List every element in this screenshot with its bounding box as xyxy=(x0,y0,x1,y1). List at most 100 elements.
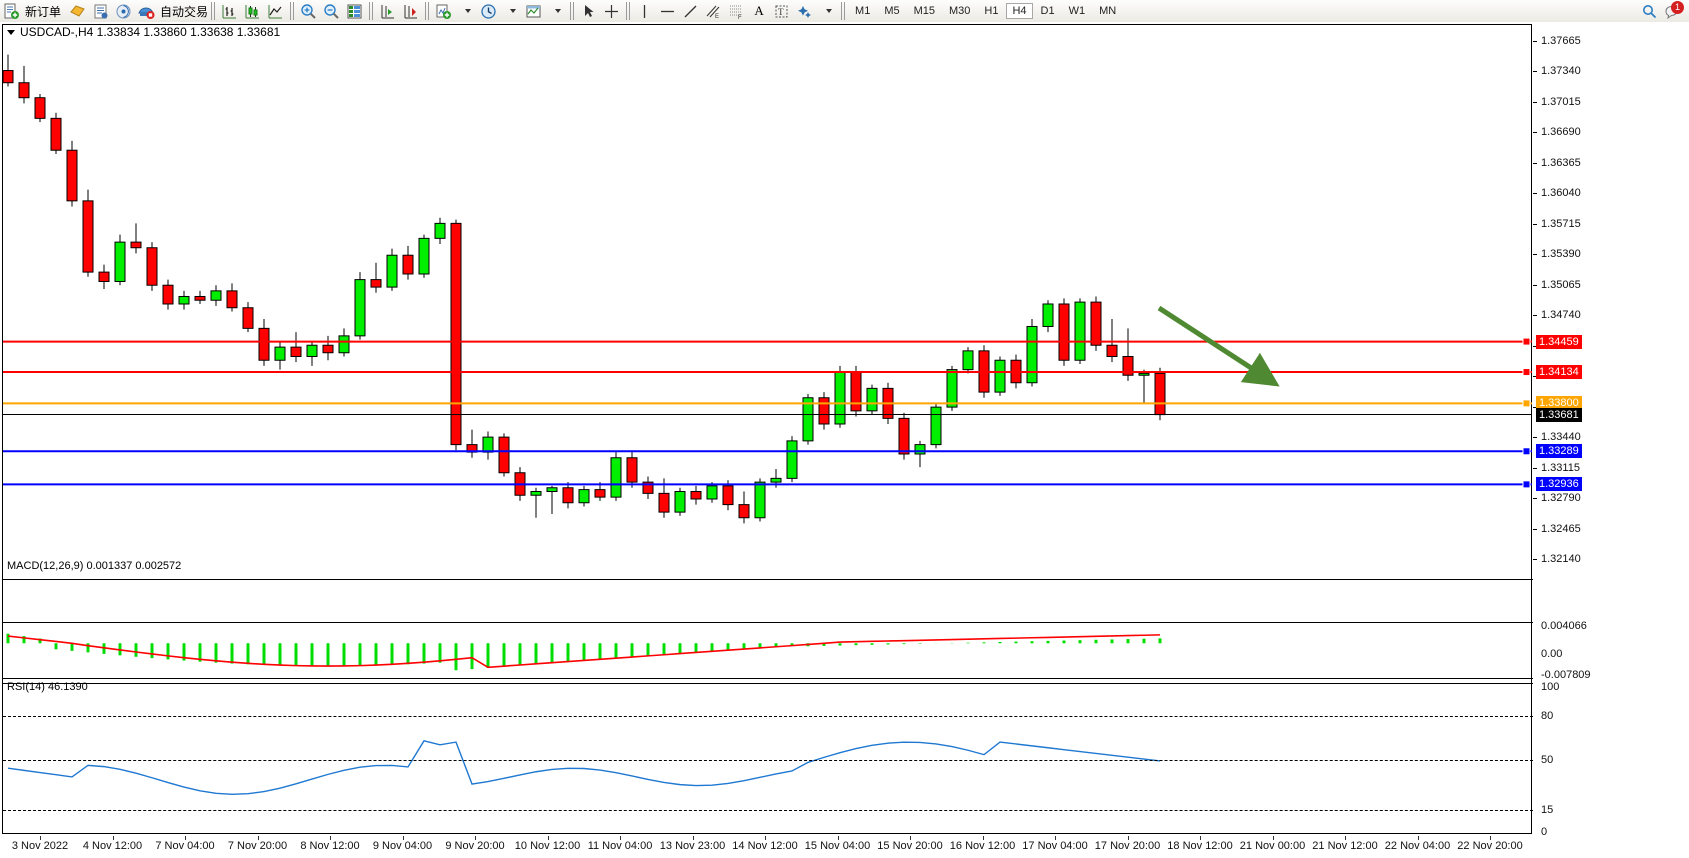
support-level-1[interactable]: 1.33289 xyxy=(1536,444,1582,459)
price-levels-layer xyxy=(3,337,1532,489)
data-window-icon[interactable] xyxy=(90,1,111,21)
chevron-down-icon-3[interactable] xyxy=(546,1,566,21)
time-tick xyxy=(1127,836,1129,840)
price-tick xyxy=(1533,223,1537,225)
alerts-badge: 1 xyxy=(1671,1,1684,14)
horizontal-line-icon[interactable] xyxy=(657,1,678,21)
price-tick xyxy=(1533,71,1537,73)
timeframe-m30[interactable]: M30 xyxy=(949,5,971,17)
time-tick-label: 3 Nov 2022 xyxy=(11,840,69,852)
candlestick-chart-icon[interactable] xyxy=(242,1,263,21)
time-tick xyxy=(620,836,621,840)
line-chart-icon[interactable] xyxy=(265,1,286,21)
rsi-label: RSI(14) 46.1390 xyxy=(7,681,88,693)
resistance-level-2[interactable]: 1.34134 xyxy=(1536,365,1582,380)
price-axis[interactable]: 1.37665 1.37340 1.37015 1.36690 1.36365 1.360… xyxy=(1533,24,1689,838)
time-tick xyxy=(40,836,41,840)
time-tick-label: 15 Nov 20:00 xyxy=(877,840,943,852)
timeframe-d1[interactable]: D1 xyxy=(1040,5,1055,17)
time-tick xyxy=(910,836,911,840)
timeframe-group: M1 M5 M15 M30 H1 H4 D1 W1 MN xyxy=(848,3,1123,19)
pivot-level[interactable]: 1.33800 xyxy=(1536,396,1582,411)
downtrend-arrow[interactable] xyxy=(0,22,1689,834)
timeframe-m5[interactable]: M5 xyxy=(884,5,900,17)
rsi-level-15 xyxy=(3,810,1533,812)
price-tick-label: 1.36690 xyxy=(1541,126,1581,139)
template-icon[interactable] xyxy=(523,1,544,21)
expert-advisor-icon[interactable] xyxy=(67,1,88,21)
rsi-level-80 xyxy=(3,716,1533,717)
price-tick xyxy=(1533,406,1537,408)
macd-label: MACD(12,26,9) 0.001337 0.002572 xyxy=(7,560,182,572)
price-tick-label: 1.35390 xyxy=(1541,248,1581,261)
price-tick xyxy=(1533,162,1537,164)
zoom-in-icon[interactable] xyxy=(298,1,319,21)
time-tick-label: 9 Nov 20:00 xyxy=(445,840,505,852)
search-icon[interactable] xyxy=(1639,1,1660,21)
timeframe-h4[interactable]: H4 xyxy=(1006,3,1033,19)
time-tick-label: 21 Nov 00:00 xyxy=(1239,840,1306,852)
time-tick xyxy=(1055,836,1056,840)
period-icon[interactable] xyxy=(478,1,499,21)
time-tick xyxy=(257,836,259,840)
macd-panel-top xyxy=(2,622,1533,623)
rsi-panel-top xyxy=(2,683,1533,684)
price-tick xyxy=(1533,132,1537,134)
price-tick-label: 1.34740 xyxy=(1541,309,1581,322)
price-tick-label: 1.33440 xyxy=(1541,431,1581,444)
chart-shift-icon[interactable] xyxy=(377,1,398,21)
chart-area[interactable]: USDCAD-,H4 1.33834 1.33860 1.33638 1.336… xyxy=(0,22,1689,858)
trendline-icon[interactable] xyxy=(680,1,701,21)
auto-trading-icon[interactable] xyxy=(136,1,157,21)
chevron-down-icon[interactable] xyxy=(456,1,476,21)
fibonacci-icon[interactable]: F xyxy=(726,1,747,21)
chevron-down-icon-symbol[interactable] xyxy=(7,29,15,35)
timeframe-w1[interactable]: W1 xyxy=(1068,5,1086,17)
price-tick xyxy=(1533,558,1537,560)
price-tick-label: 1.36365 xyxy=(1541,156,1581,169)
resistance-level-1[interactable]: 1.34459 xyxy=(1536,334,1582,349)
price-tick xyxy=(1533,528,1537,530)
label-icon[interactable]: T xyxy=(771,1,792,21)
timeframe-mn[interactable]: MN xyxy=(1099,5,1117,17)
time-tick xyxy=(330,836,331,840)
equidistant-channel-icon[interactable]: E xyxy=(703,1,724,21)
new-order-label: 新订单 xyxy=(25,4,62,19)
price-tick-label: 1.36040 xyxy=(1541,187,1581,200)
alerts-icon[interactable]: 1 xyxy=(1662,1,1684,21)
time-tick xyxy=(1417,836,1419,840)
data-grid-icon[interactable] xyxy=(344,1,365,21)
new-order-icon[interactable] xyxy=(1,1,22,21)
crosshair-icon[interactable] xyxy=(601,1,622,21)
price-tick-label: 1.32790 xyxy=(1541,492,1581,505)
support-level-2[interactable]: 1.32936 xyxy=(1536,477,1582,492)
toolbar-separator-2 xyxy=(290,2,295,20)
time-tick xyxy=(475,836,476,840)
macd-tick-label: 0.00 xyxy=(1541,648,1563,660)
rsi-tick-label: 50 xyxy=(1541,753,1554,766)
shapes-icon[interactable] xyxy=(794,1,815,21)
main-toolbar: 新订单 自动交易 xyxy=(0,0,1689,23)
plot-border xyxy=(2,24,1532,834)
time-axis[interactable]: 3 Nov 2022 4 Nov 12:00 7 Nov 04:00 7 Nov 20… xyxy=(2,836,1689,858)
toolbar-separator-6 xyxy=(626,2,631,20)
time-tick-label: 11 Nov 04:00 xyxy=(587,840,653,852)
current-price[interactable]: 1.33681 xyxy=(1536,407,1582,422)
symbol-header[interactable]: USDCAD-,H4 1.33834 1.33860 1.33638 1.336… xyxy=(7,25,280,39)
chevron-down-icon-4[interactable] xyxy=(817,1,837,21)
time-tick-label: 8 Nov 12:00 xyxy=(300,840,360,852)
price-tick xyxy=(1533,467,1537,469)
text-icon[interactable]: A xyxy=(754,3,764,18)
auto-scroll-icon[interactable] xyxy=(400,1,421,21)
timeframe-h1[interactable]: H1 xyxy=(984,5,999,17)
zoom-out-icon[interactable] xyxy=(321,1,342,21)
cursor-icon[interactable] xyxy=(578,1,599,21)
timeframe-m15[interactable]: M15 xyxy=(913,5,935,17)
bar-chart-icon[interactable] xyxy=(219,1,240,21)
vertical-line-icon[interactable] xyxy=(634,1,655,21)
navigator-icon[interactable] xyxy=(113,1,134,21)
chevron-down-icon-2[interactable] xyxy=(501,1,521,21)
timeframe-m1[interactable]: M1 xyxy=(855,5,871,17)
indicators-icon[interactable] xyxy=(433,1,454,21)
rsi-tick-label: 0 xyxy=(1541,826,1548,838)
